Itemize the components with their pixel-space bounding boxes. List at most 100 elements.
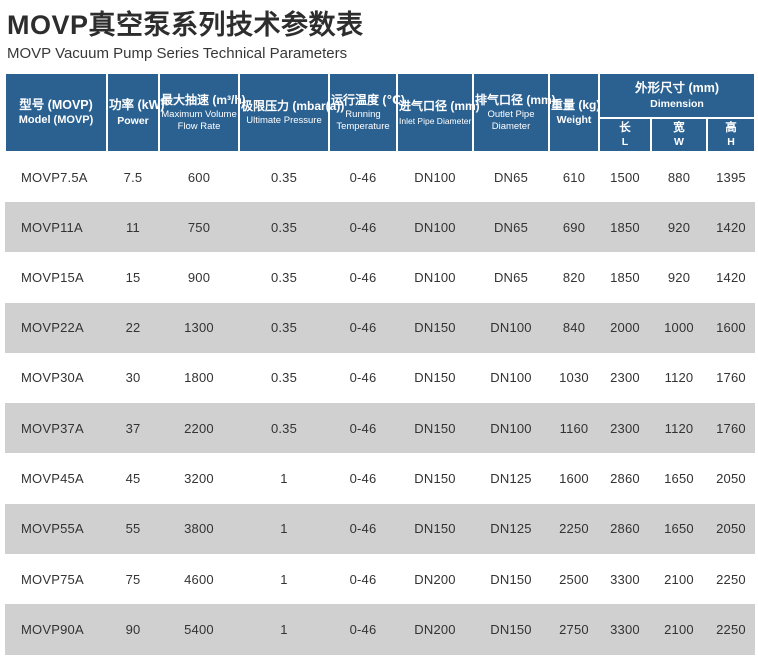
cell-value: 30 — [125, 370, 141, 386]
cell-value: 3300 — [610, 621, 640, 637]
cell-value: 75 — [125, 571, 141, 587]
page-title: MOVP真空泵系列技术参数表 — [7, 10, 364, 40]
cell-value: 2860 — [610, 521, 640, 537]
cell-value: DN100 — [414, 269, 456, 285]
cell-value: 3800 — [184, 521, 214, 537]
table-row: MOVP75A 75 4600 1 0-46 DN200 DN150 2500 3300 2100… — [5, 554, 755, 605]
cell-value: 7.5 — [123, 169, 143, 185]
cell-model: MOVP45A — [21, 471, 84, 487]
table-row: MOVP15A 15 900 0.35 0-46 DN100 DN65 820 1850 920 1… — [5, 252, 755, 303]
col-header-width: 宽 W — [650, 117, 708, 153]
cell-value: 2300 — [610, 370, 640, 386]
cell-value: DN150 — [414, 420, 456, 436]
cell-model: MOVP11A — [21, 219, 83, 235]
cell-model: MOVP75A — [21, 571, 84, 587]
cell-model: MOVP22A — [21, 320, 84, 336]
cell-value: 1300 — [184, 320, 214, 336]
cell-value: 3300 — [610, 571, 640, 587]
table-row: MOVP11A 11 750 0.35 0-46 DN100 DN65 690 1850 920 1… — [5, 201, 755, 253]
cell-value: 1760 — [716, 420, 746, 436]
cell-value: 900 — [187, 269, 211, 285]
cell-value: 0.35 — [270, 219, 298, 235]
cell-value: 840 — [562, 320, 586, 336]
col-header-dimension: 外形尺寸 (mm) Dimension — [598, 72, 756, 120]
cell-value: DN200 — [414, 621, 456, 637]
cell-value: DN150 — [414, 471, 456, 487]
col-header-outlet-diameter: 排气口径 (mm) Outlet Pipe Diameter — [472, 72, 556, 153]
cell-value: 1 — [280, 621, 288, 637]
cell-value: 0.35 — [270, 269, 298, 285]
cell-value: 1 — [280, 521, 288, 537]
cell-model: MOVP37A — [21, 420, 84, 436]
table-row: MOVP45A 45 3200 1 0-46 DN150 DN125 1600 2860 1650… — [5, 453, 755, 504]
cell-value: 2200 — [184, 420, 214, 436]
col-header-model: 型号 (MOVP) Model (MOVP) — [4, 72, 108, 153]
cell-value: DN150 — [490, 621, 532, 637]
cell-model: MOVP15A — [21, 269, 84, 285]
cell-value: 2250 — [559, 521, 589, 537]
cell-value: 1120 — [664, 370, 694, 386]
cell-value: 1500 — [610, 169, 640, 185]
cell-value: DN150 — [414, 521, 456, 537]
cell-value: 2050 — [716, 471, 746, 487]
cell-value: 1850 — [610, 269, 640, 285]
cell-value: 1760 — [716, 370, 746, 386]
cell-value: 1420 — [716, 219, 746, 235]
cell-value: 2050 — [716, 521, 746, 537]
cell-value: 2250 — [716, 571, 746, 587]
cell-value: 1 — [280, 571, 288, 587]
cell-model: MOVP7.5A — [21, 169, 88, 185]
table-header: 型号 (MOVP) Model (MOVP) 功率 (kW) Power 最大抽… — [4, 72, 756, 153]
cell-value: 0.35 — [270, 169, 298, 185]
cell-value: 1420 — [716, 269, 746, 285]
cell-value: 1030 — [559, 370, 589, 386]
cell-value: 820 — [562, 269, 586, 285]
cell-value: 2750 — [559, 621, 589, 637]
cell-value: 11 — [126, 219, 140, 235]
cell-value: 4600 — [184, 571, 214, 587]
cell-value: 0.35 — [270, 320, 298, 336]
cell-value: 600 — [187, 169, 211, 185]
cell-value: 0-46 — [349, 169, 377, 185]
cell-value: 1650 — [664, 521, 694, 537]
cell-value: DN65 — [493, 269, 529, 285]
cell-value: 5400 — [184, 621, 214, 637]
cell-value: 0-46 — [349, 471, 377, 487]
col-header-height: 高 H — [706, 117, 756, 153]
cell-value: DN65 — [493, 219, 529, 235]
cell-value: 690 — [562, 219, 586, 235]
cell-value: 0-46 — [349, 621, 377, 637]
cell-value: 1600 — [559, 471, 589, 487]
cell-value: 2000 — [610, 320, 640, 336]
cell-value: 1120 — [664, 420, 694, 436]
cell-value: 610 — [562, 169, 586, 185]
col-header-weight: 重量 (kg) Weight — [548, 72, 600, 153]
table-body: MOVP7.5A 7.5 600 0.35 0-46 DN100 DN65 610 1500 88… — [5, 151, 755, 655]
cell-value: 2250 — [716, 621, 746, 637]
col-header-inlet-diameter: 进气口径 (mm) Inlet Pipe Diameter — [396, 72, 480, 153]
cell-value: 22 — [125, 320, 141, 336]
cell-value: 1600 — [716, 320, 746, 336]
cell-value: 920 — [667, 219, 691, 235]
cell-model: MOVP30A — [21, 370, 84, 386]
cell-value: 0.35 — [270, 420, 298, 436]
col-header-length: 长 L — [598, 117, 652, 153]
cell-value: 1800 — [184, 370, 214, 386]
cell-value: 1000 — [664, 320, 694, 336]
cell-value: 45 — [125, 471, 141, 487]
cell-value: 1160 — [559, 420, 589, 436]
cell-model: MOVP90A — [21, 621, 84, 637]
cell-value: 0-46 — [349, 420, 377, 436]
cell-value: DN200 — [414, 571, 456, 587]
cell-value: 3200 — [184, 471, 214, 487]
cell-value: 2860 — [610, 471, 640, 487]
cell-value: DN150 — [414, 370, 456, 386]
col-header-running-temp: 运行温度 (℃) Running Temperature — [328, 72, 405, 153]
cell-value: 2100 — [664, 621, 694, 637]
table-row: MOVP7.5A 7.5 600 0.35 0-46 DN100 DN65 610 1500 88… — [5, 151, 755, 202]
col-header-ultimate-pressure: 极限压力 (mbar(a)) Ultimate Pressure — [238, 72, 344, 153]
cell-value: 750 — [187, 219, 211, 235]
cell-model: MOVP55A — [21, 521, 84, 537]
cell-value: DN100 — [414, 219, 456, 235]
